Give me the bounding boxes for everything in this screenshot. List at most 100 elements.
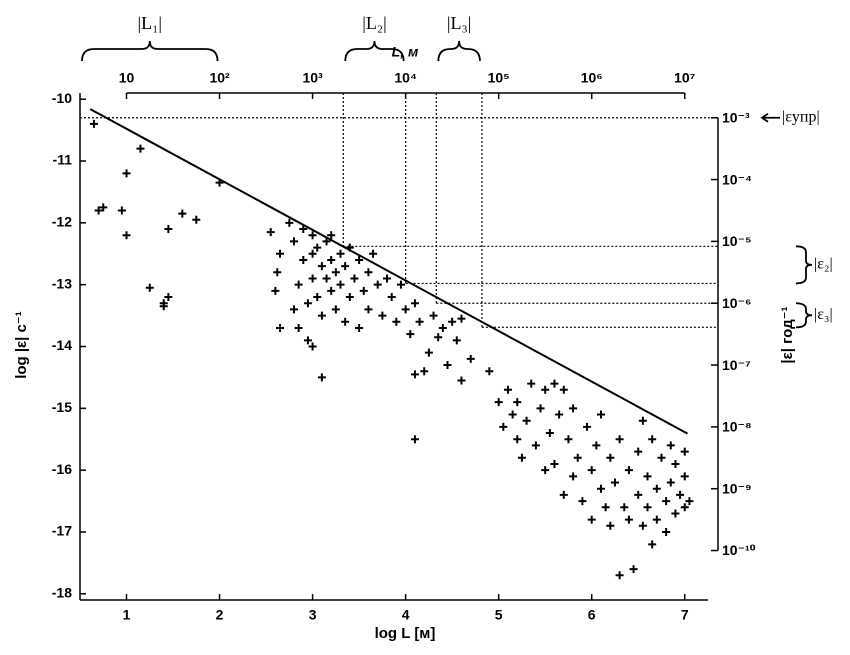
data-point [503, 385, 512, 394]
data-point [331, 268, 340, 277]
x2-tick-label: 10³ [302, 70, 323, 86]
data-point [531, 441, 540, 450]
data-point [341, 317, 350, 326]
data-point [438, 323, 447, 332]
data-point [364, 268, 373, 277]
y-axis-label: log |ε| c⁻¹ [13, 311, 30, 379]
y2-tick-label: 10⁻⁵ [722, 233, 752, 249]
data-point [192, 215, 201, 224]
data-point [122, 231, 131, 240]
data-point [410, 370, 419, 379]
data-point [676, 490, 685, 499]
x-tick-label: 7 [681, 607, 689, 623]
data-point [638, 416, 647, 425]
data-point [466, 354, 475, 363]
y-tick-label: -13 [52, 275, 72, 291]
data-point [680, 472, 689, 481]
data-point [369, 249, 378, 258]
data-point [294, 280, 303, 289]
data-point [606, 453, 615, 462]
data-point [545, 429, 554, 438]
data-point [401, 305, 410, 314]
data-point [308, 342, 317, 351]
data-point [652, 515, 661, 524]
data-point [583, 422, 592, 431]
data-point [378, 311, 387, 320]
x-axis-label: log L [м] [375, 625, 436, 642]
data-point [541, 466, 550, 475]
data-point [99, 203, 108, 212]
data-point [429, 311, 438, 320]
data-point [634, 490, 643, 499]
data-point [517, 453, 526, 462]
data-point [550, 459, 559, 468]
data-point [536, 404, 545, 413]
data-point [615, 571, 624, 580]
data-point [643, 503, 652, 512]
data-point [276, 323, 285, 332]
data-point [336, 249, 345, 258]
y2-tick-label: 10⁻⁷ [722, 357, 751, 373]
data-point [271, 286, 280, 295]
data-point [452, 336, 461, 345]
data-point [294, 323, 303, 332]
data-point [685, 497, 694, 506]
data-point [276, 249, 285, 258]
data-point [606, 521, 615, 530]
x2-tick-label: 10⁴ [394, 70, 417, 86]
data-point [359, 286, 368, 295]
data-point [327, 286, 336, 295]
data-point [383, 274, 392, 283]
data-point [559, 490, 568, 499]
y2-tick-label: 10⁻⁸ [722, 419, 752, 435]
length-range-label: |L₂| [362, 13, 386, 33]
data-point [424, 348, 433, 357]
data-point [345, 293, 354, 302]
data-point [513, 435, 522, 444]
data-point [620, 503, 629, 512]
data-point [327, 255, 336, 264]
trend-line [89, 108, 689, 435]
data-point [415, 317, 424, 326]
data-point [159, 302, 168, 311]
data-point [680, 447, 689, 456]
data-point [303, 299, 312, 308]
x2-axis-label: L, м [392, 44, 419, 60]
data-point [448, 317, 457, 326]
y-tick-label: -17 [52, 523, 72, 539]
upper-limit-arrow [760, 112, 780, 123]
data-point [615, 435, 624, 444]
data-point [624, 466, 633, 475]
y-tick-label: -14 [52, 337, 72, 353]
data-point [94, 206, 103, 215]
data-point [355, 255, 364, 264]
data-point [355, 323, 364, 332]
data-point [578, 497, 587, 506]
data-point [680, 503, 689, 512]
data-point [331, 305, 340, 314]
data-point [117, 206, 126, 215]
y2-tick-label: 10⁻⁹ [722, 480, 752, 496]
data-point [178, 209, 187, 218]
data-point [522, 416, 531, 425]
data-point [587, 466, 596, 475]
data-point [550, 379, 559, 388]
data-point [592, 441, 601, 450]
data-point [410, 299, 419, 308]
data-point [671, 509, 680, 518]
data-point [597, 410, 606, 419]
data-point [392, 317, 401, 326]
data-point [317, 311, 326, 320]
data-point [527, 379, 536, 388]
strain-range-label: |ε₂| [814, 256, 833, 273]
length-brace [344, 40, 405, 62]
data-point [322, 237, 331, 246]
x2-tick-label: 10² [209, 70, 230, 86]
data-point [652, 484, 661, 493]
length-brace [437, 40, 481, 62]
data-point [289, 237, 298, 246]
data-point [266, 228, 275, 237]
data-point [638, 521, 647, 530]
strain-brace [795, 302, 813, 329]
data-point [89, 119, 98, 128]
